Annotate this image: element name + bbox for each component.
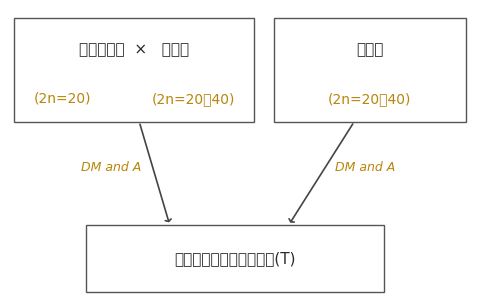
FancyBboxPatch shape <box>274 18 466 122</box>
Text: (2n=20、40): (2n=20、40) <box>152 92 235 106</box>
Text: DM and A: DM and A <box>81 161 142 174</box>
FancyBboxPatch shape <box>14 18 254 122</box>
FancyBboxPatch shape <box>86 225 384 292</box>
Text: DM and A: DM and A <box>335 161 395 174</box>
Text: 玉米自交系  ×   大刍草: 玉米自交系 × 大刍草 <box>79 42 190 57</box>
Text: (2n=20): (2n=20) <box>34 92 91 106</box>
Text: 筛选优良抗涝性的大刍草(T): 筛选优良抗涝性的大刍草(T) <box>174 251 296 266</box>
Text: (2n=20、40): (2n=20、40) <box>328 92 411 106</box>
Text: 大刍草: 大刍草 <box>356 42 384 57</box>
